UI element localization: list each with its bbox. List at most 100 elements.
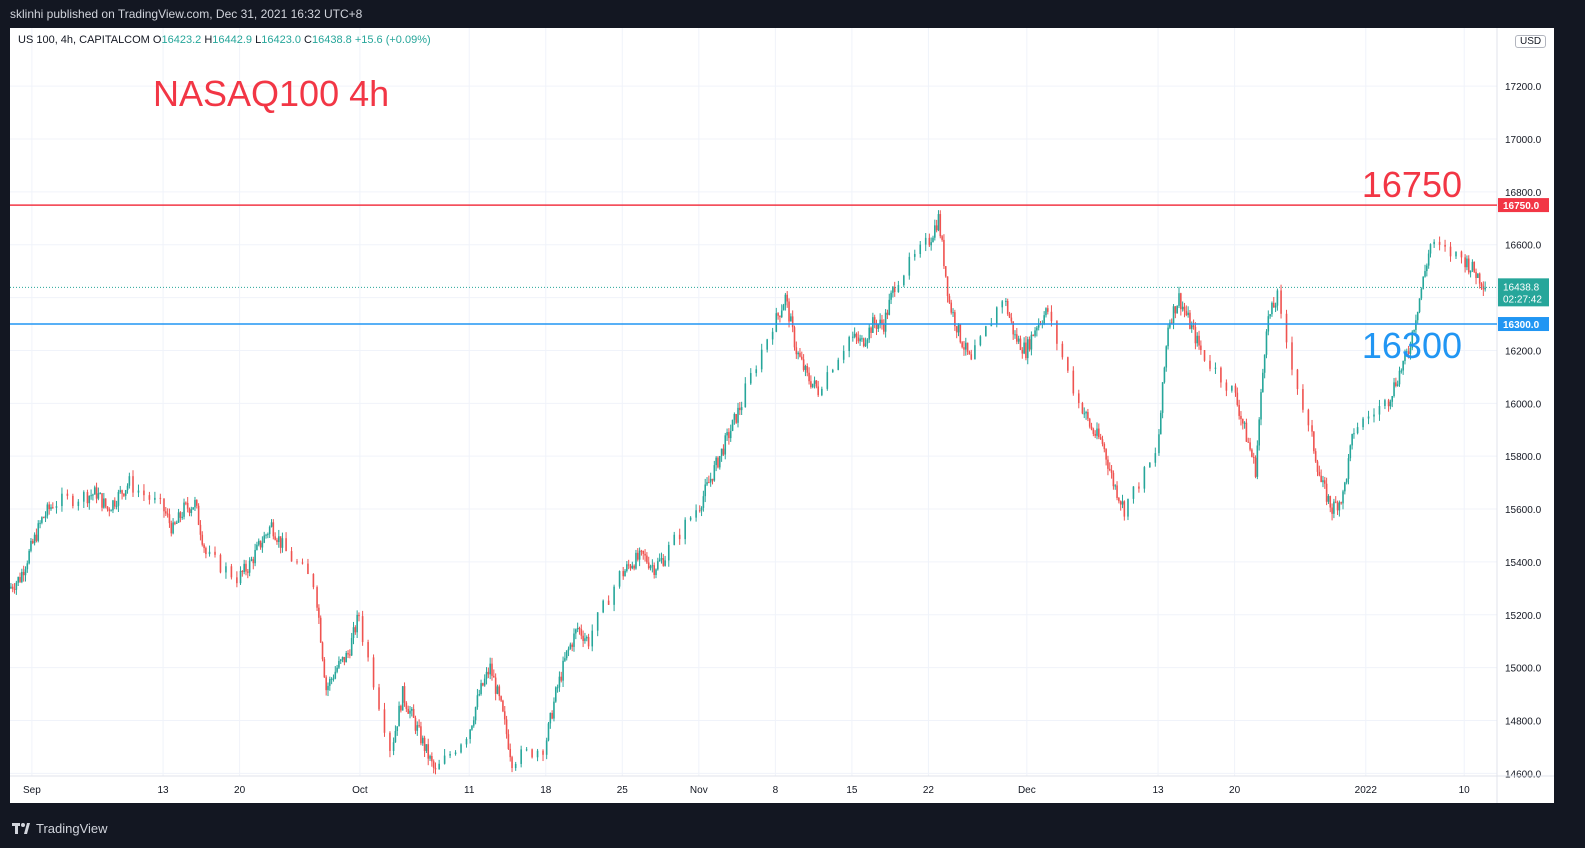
candle-body [739, 407, 741, 411]
brand[interactable]: TradingView [12, 821, 108, 836]
candle-body [336, 667, 338, 672]
candle-body [474, 707, 477, 721]
candle-body [203, 544, 205, 549]
candle-body [1169, 322, 1171, 328]
candle-body [119, 490, 122, 493]
candle-body [418, 725, 420, 727]
candle-body [1121, 501, 1124, 505]
candle-body [1016, 334, 1018, 342]
candle-body [799, 352, 801, 357]
candle-body [884, 312, 887, 332]
candle-body [1276, 290, 1279, 306]
candle-body [22, 571, 25, 576]
candle-body [99, 493, 102, 495]
candle-body [188, 508, 191, 513]
candle-body [103, 498, 105, 508]
candle-body [749, 373, 752, 384]
candle-body [872, 317, 874, 333]
x-tick-label: Dec [1018, 785, 1036, 796]
candle-body [42, 517, 45, 519]
candle-body [272, 522, 275, 537]
candle-body [1291, 342, 1293, 370]
x-tick-label: Sep [23, 785, 41, 796]
candle-body [1393, 382, 1395, 397]
candle-body [172, 522, 174, 534]
candle-body [471, 725, 473, 730]
candle-body [514, 763, 517, 769]
candle-body [104, 498, 107, 507]
candle-body [1149, 462, 1151, 468]
candle-body [263, 535, 266, 543]
candle-body [1026, 339, 1029, 359]
candle-body [866, 339, 869, 344]
candle-body [542, 750, 544, 755]
candle-body [709, 478, 712, 483]
candle-body [954, 312, 956, 327]
candle-body [831, 369, 834, 373]
candle-body [502, 700, 504, 712]
candle-body [735, 414, 737, 423]
candle-body [1241, 419, 1244, 424]
candle-body [786, 294, 789, 302]
candle-body [1194, 326, 1197, 344]
candle-body [95, 487, 98, 499]
x-tick-label: 8 [773, 785, 779, 796]
candle-body [553, 701, 555, 719]
candle-body [407, 708, 409, 714]
candle-body [252, 559, 255, 564]
candle-body [181, 516, 184, 518]
candle-body [86, 492, 89, 504]
candle-body [565, 650, 568, 659]
candle-body [1159, 412, 1162, 435]
currency-button[interactable]: USD [1515, 35, 1547, 48]
candle-body [414, 717, 417, 731]
candle-body [728, 432, 730, 439]
candle-body [174, 522, 176, 524]
candle-body [332, 678, 335, 680]
candle-body [434, 767, 437, 770]
candle-body [622, 571, 625, 577]
candle-body [837, 359, 840, 370]
candle-body [1460, 251, 1463, 258]
candle-body [704, 484, 707, 497]
candle-body [1231, 385, 1233, 391]
candle-body [183, 502, 185, 517]
candle-body [254, 549, 256, 564]
candle-body [1334, 501, 1337, 503]
candle-body [549, 713, 552, 724]
candle-body [165, 511, 167, 514]
candle-body [624, 570, 626, 577]
candle-body [30, 540, 32, 551]
candle-body [257, 540, 260, 545]
candle-body [1296, 369, 1299, 390]
candle-body [1083, 413, 1086, 415]
candle-body [1314, 451, 1317, 462]
candle-body [596, 612, 599, 631]
candle-body [1302, 389, 1304, 410]
candle-body [1014, 334, 1016, 336]
candle-body [341, 656, 344, 660]
candle-body [1344, 482, 1346, 492]
candle-body [826, 372, 829, 389]
candle-body [361, 616, 364, 643]
candle-body [97, 493, 100, 499]
candle-body [955, 326, 958, 333]
candle-body [862, 338, 865, 347]
candle-body [970, 354, 973, 360]
x-tick-label: Oct [352, 785, 368, 796]
candle-body [1420, 288, 1423, 299]
candle-body [855, 333, 858, 338]
chart-frame[interactable]: 14600.0 14800.0 15000.0 15200.0 15400.0 15600… [10, 28, 1554, 803]
candle-body [842, 351, 845, 360]
candle-body [110, 510, 112, 512]
candle-body [472, 720, 475, 726]
candlestick-chart[interactable]: 14600.0 14800.0 15000.0 15200.0 15400.0 15600… [10, 28, 1554, 803]
last-price-label: 16438.8 [1503, 282, 1540, 293]
candle-body [101, 493, 103, 508]
candle-body [720, 448, 723, 457]
candle-body [267, 534, 269, 536]
candle-body [148, 495, 151, 500]
tradingview-logo-icon [12, 822, 30, 834]
candle-body [1116, 485, 1118, 498]
candle-body [1019, 338, 1022, 350]
